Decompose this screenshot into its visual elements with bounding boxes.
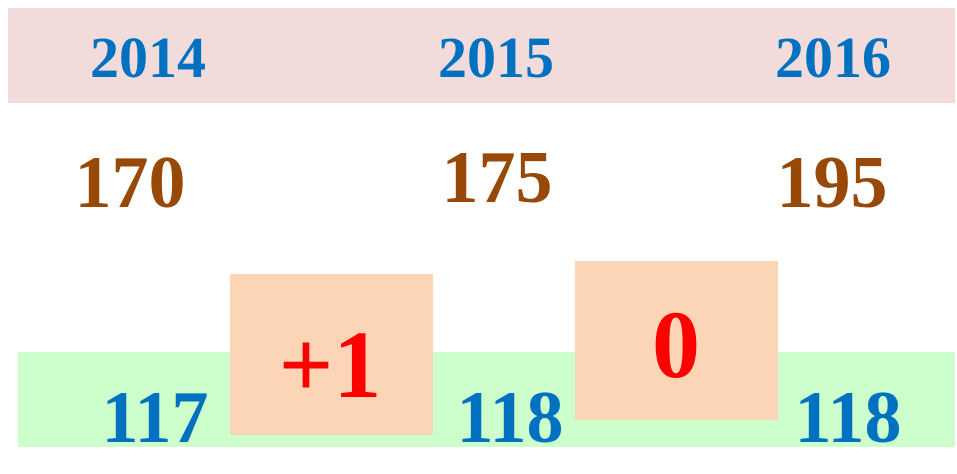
change-box <box>230 274 433 435</box>
year: 2016 <box>775 25 891 90</box>
count: 118 <box>794 377 902 459</box>
count: 118 <box>456 377 564 459</box>
change: 0 <box>652 291 700 398</box>
count-band <box>18 352 955 447</box>
year-band <box>8 8 955 103</box>
change: +1 <box>278 311 382 418</box>
total: 170 <box>74 142 186 224</box>
year: 2014 <box>90 25 206 90</box>
change-box <box>575 261 778 420</box>
total: 195 <box>776 142 888 224</box>
count: 117 <box>101 377 209 459</box>
year: 2015 <box>438 25 554 90</box>
total: 175 <box>441 137 553 219</box>
